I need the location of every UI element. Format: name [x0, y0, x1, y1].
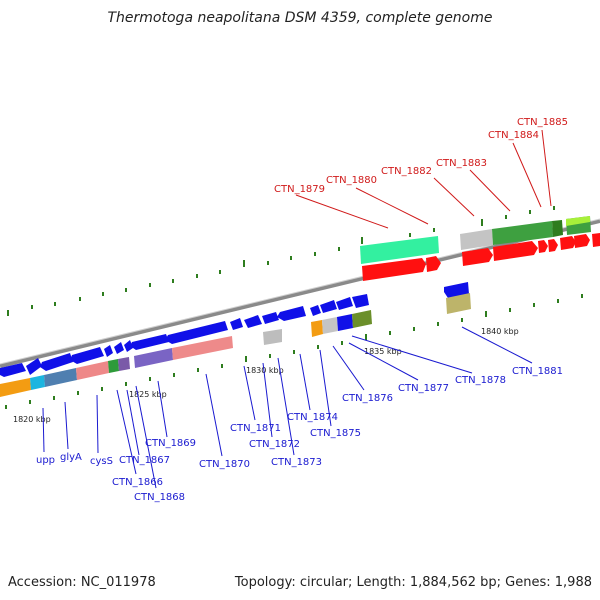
cds-arrow[interactable] [26, 358, 42, 375]
scale-label: 1835 kbp [364, 347, 402, 356]
feature-bar[interactable] [263, 329, 282, 345]
gene-label[interactable]: CTN_1875 [310, 428, 361, 439]
feature-bar[interactable] [460, 229, 493, 250]
tick-marks [5, 206, 583, 409]
cds-arrow[interactable] [40, 353, 73, 371]
gene-label[interactable]: CTN_1880 [326, 175, 377, 186]
gene-leader-lines [295, 129, 552, 229]
scale-label: 1830 kbp [246, 366, 284, 375]
cds-arrow[interactable] [165, 321, 228, 344]
genome-summary-text: Topology: circular; Length: 1,884,562 bp… [234, 575, 592, 590]
gene-label[interactable]: CTN_1877 [398, 383, 449, 394]
gene-labels-reverse: upp glyA cysS CTN_1866 CTN_1867 CTN_1868… [36, 366, 563, 503]
cds-arrow[interactable] [444, 282, 469, 298]
gene-label[interactable]: CTN_1868 [134, 492, 185, 503]
gene-label[interactable]: cysS [90, 456, 113, 467]
gene-label[interactable]: CTN_1867 [119, 455, 170, 466]
scale-label: 1840 kbp [481, 327, 519, 336]
cds-arrow[interactable] [130, 334, 169, 350]
feature-bar[interactable] [352, 310, 372, 328]
gene-label[interactable]: CTN_1874 [287, 412, 338, 423]
cds-arrow[interactable] [320, 300, 337, 313]
gene-label[interactable]: CTN_1883 [436, 158, 487, 169]
cds-arrow[interactable] [114, 342, 124, 354]
cds-arrow[interactable] [244, 315, 262, 328]
feature-bar[interactable] [108, 359, 119, 373]
gene-leader-lines [42, 326, 533, 489]
cds-arrow[interactable] [538, 240, 548, 253]
gene-label[interactable]: CTN_1876 [342, 393, 393, 404]
scale-label: 1820 kbp [13, 415, 51, 424]
feature-bar[interactable] [311, 320, 323, 337]
forward-cds-track[interactable] [362, 233, 600, 281]
feature-bar[interactable] [134, 348, 173, 368]
cds-arrow[interactable] [592, 233, 600, 247]
feature-bar[interactable] [337, 314, 353, 331]
gene-label[interactable]: CTN_1869 [145, 438, 196, 449]
feature-bar[interactable] [552, 220, 563, 237]
cds-arrow[interactable] [462, 248, 493, 266]
genome-backbone [0, 219, 600, 368]
gene-label[interactable]: CTN_1871 [230, 423, 281, 434]
gene-labels-forward: CTN_1879 CTN_1880 CTN_1882 CTN_1883 CTN_… [274, 117, 568, 195]
gene-label[interactable]: CTN_1866 [112, 477, 163, 488]
cds-arrow[interactable] [70, 347, 104, 364]
feature-bar[interactable] [44, 368, 77, 387]
gene-label[interactable]: CTN_1872 [249, 439, 300, 450]
cds-arrow[interactable] [426, 256, 441, 272]
feature-bar[interactable] [492, 221, 553, 245]
gene-label[interactable]: glyA [60, 452, 82, 463]
reverse-feature-track[interactable] [0, 293, 471, 397]
gene-label[interactable]: CTN_1885 [517, 117, 568, 128]
cds-arrow[interactable] [277, 306, 306, 321]
cds-arrow[interactable] [104, 345, 113, 357]
scale-label: 1825 kbp [129, 390, 167, 399]
gene-label[interactable]: CTN_1882 [381, 166, 432, 177]
gene-label[interactable]: upp [36, 455, 55, 466]
cds-arrow[interactable] [574, 234, 590, 248]
gene-label[interactable]: CTN_1881 [512, 366, 563, 377]
feature-bar[interactable] [322, 317, 338, 334]
feature-bar[interactable] [76, 361, 109, 380]
feature-bar[interactable] [118, 357, 130, 371]
gene-label[interactable]: CTN_1884 [488, 130, 539, 141]
feature-bar[interactable] [172, 336, 233, 360]
reverse-cds-track[interactable] [0, 282, 469, 377]
cds-arrow[interactable] [124, 340, 133, 352]
cds-arrow[interactable] [352, 294, 369, 308]
gene-label[interactable]: CTN_1879 [274, 184, 325, 195]
cds-arrow[interactable] [230, 318, 243, 330]
cds-arrow[interactable] [336, 297, 353, 310]
cds-arrow[interactable] [262, 312, 279, 324]
cds-arrow[interactable] [548, 239, 558, 252]
forward-feature-track[interactable] [360, 216, 591, 264]
cds-arrow[interactable] [310, 305, 321, 316]
cds-arrow[interactable] [493, 241, 538, 261]
feature-bar[interactable] [446, 293, 471, 314]
cds-arrow[interactable] [0, 363, 26, 377]
gene-label[interactable]: CTN_1873 [271, 457, 322, 468]
feature-bar[interactable] [0, 378, 31, 397]
map-title: Thermotoga neapolitana DSM 4359, complet… [108, 10, 493, 26]
accession-text: Accession: NC_011978 [8, 575, 156, 590]
gene-label[interactable]: CTN_1878 [455, 375, 506, 386]
cds-arrow[interactable] [560, 236, 576, 250]
gene-label[interactable]: CTN_1870 [199, 459, 250, 470]
feature-bar[interactable] [360, 236, 439, 264]
feature-bar[interactable] [566, 216, 590, 226]
feature-bar[interactable] [30, 375, 45, 390]
cds-arrow[interactable] [362, 258, 426, 281]
